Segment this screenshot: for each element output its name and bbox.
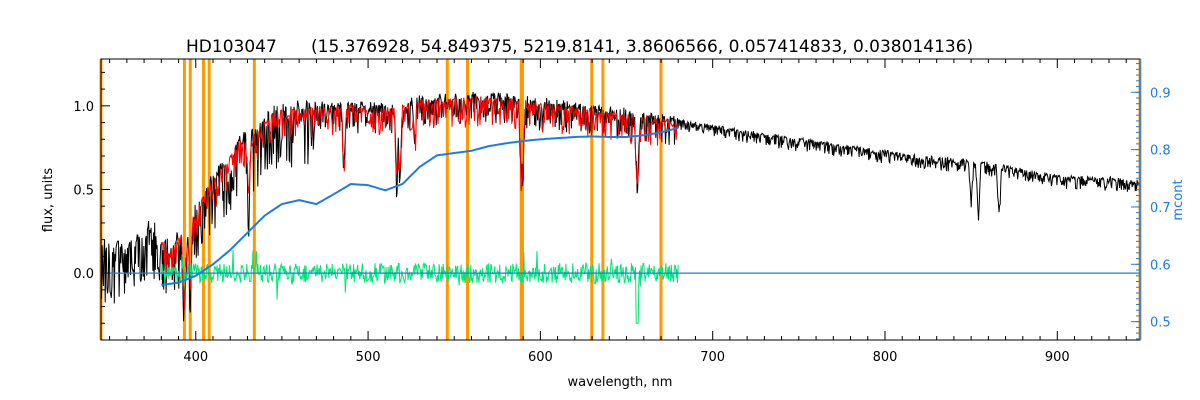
continuum-curve: [161, 126, 679, 286]
chart-title-params: (15.376928, 54.849375, 5219.8141, 3.8606…: [311, 37, 973, 57]
y-tick-label-0: 0.0: [73, 267, 94, 282]
chart-title-object: HD103047: [186, 37, 277, 57]
x-tick-label-4: 800: [873, 350, 898, 365]
observed-spectrum: [100, 91, 1140, 322]
y-right-tick-label-1: 0.6: [1150, 258, 1171, 273]
x-tick-label-2: 600: [528, 350, 553, 365]
residual-spectrum-line: [160, 249, 679, 324]
x-tick-label-1: 500: [356, 350, 381, 365]
x-tick-label-0: 400: [183, 350, 208, 365]
y-tick-label-2: 1.0: [73, 100, 94, 115]
continuum-line: [161, 126, 679, 286]
y-right-tick-label-2: 0.7: [1150, 201, 1171, 216]
residual-spectrum: [160, 249, 679, 324]
y-axis-title: flux, units: [41, 168, 56, 233]
x-tick-label-3: 700: [700, 350, 725, 365]
y-right-tick-label-3: 0.8: [1150, 144, 1171, 159]
y-right-axis-ticks: 0.5 0.6 0.7 0.8 0.9: [1131, 63, 1171, 340]
x-axis-title: wavelength, nm: [568, 375, 673, 390]
y-axis-ticks: 0.0 0.5 1.0: [73, 71, 110, 324]
x-axis-ticks: 400 500 600 700 800 900: [109, 59, 1127, 365]
y-right-tick-label-4: 0.9: [1150, 86, 1171, 101]
y-right-axis-title: mcont: [1171, 179, 1186, 220]
y-right-tick-label-0: 0.5: [1150, 316, 1171, 331]
observed-spectrum-line: [100, 91, 1140, 322]
y-tick-label-1: 0.5: [73, 183, 94, 198]
x-tick-label-5: 900: [1045, 350, 1070, 365]
